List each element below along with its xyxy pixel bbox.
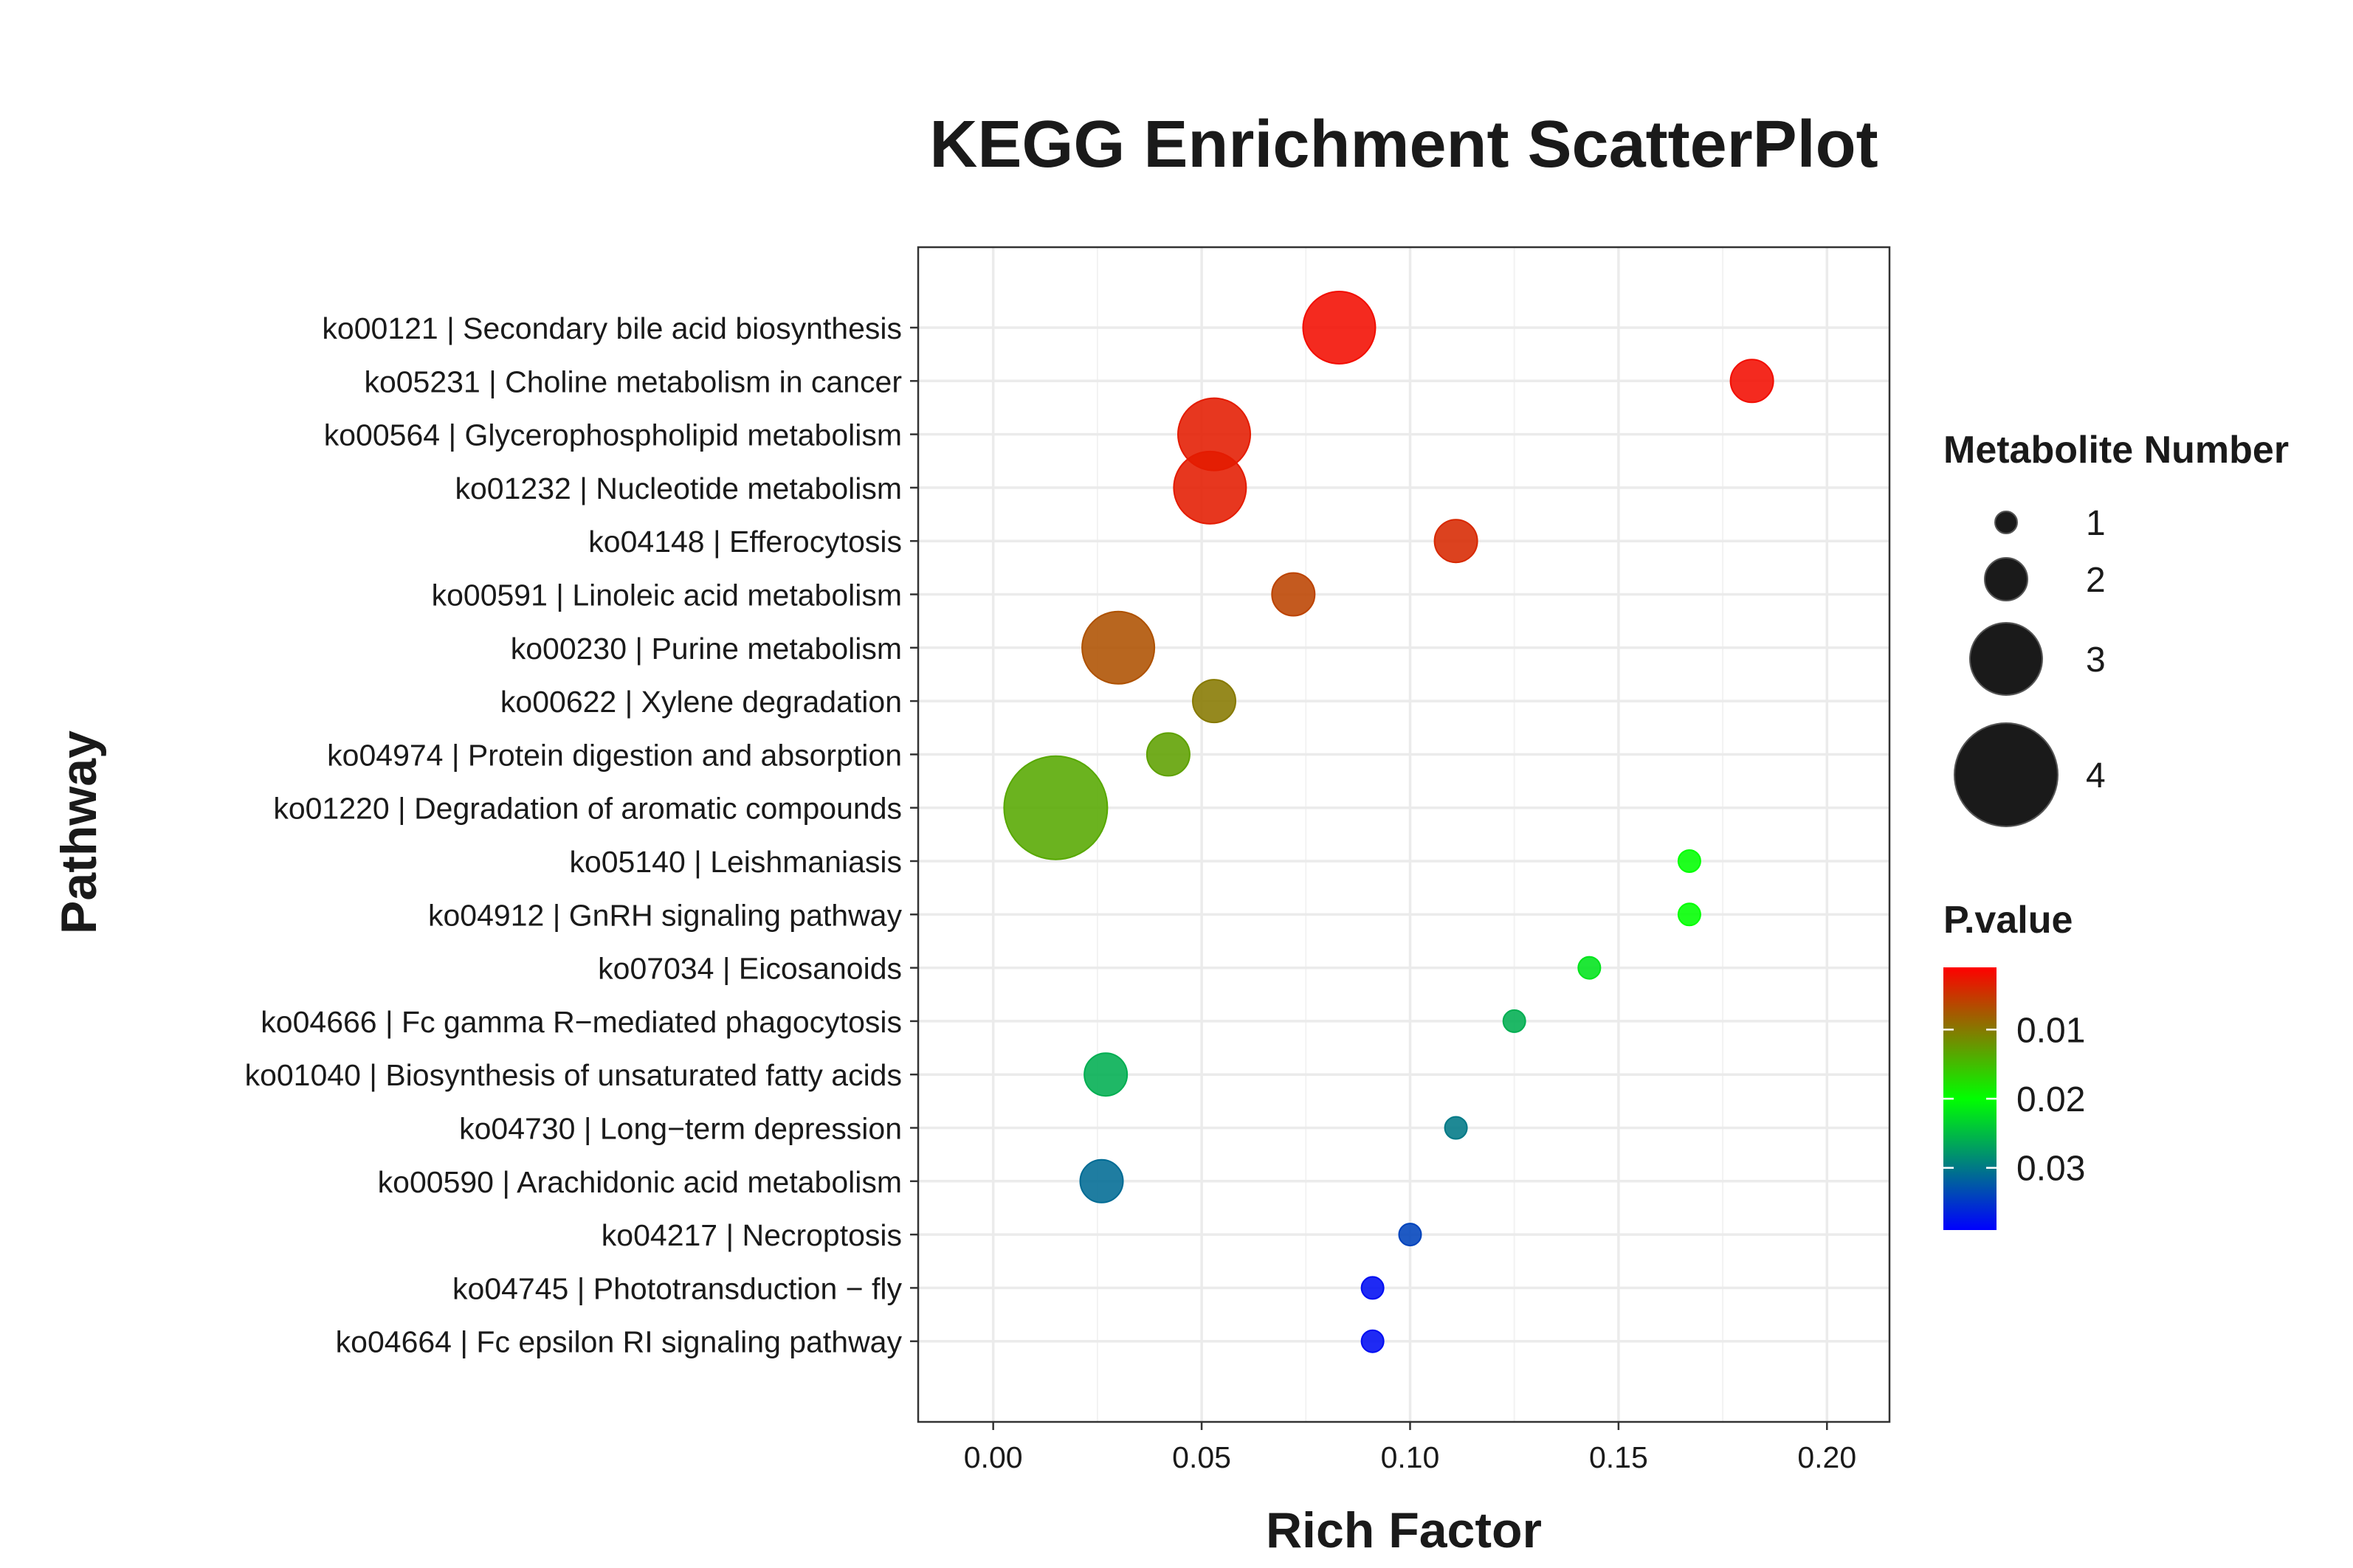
y-tick-label: ko04666 | Fc gamma R−mediated phagocytos… xyxy=(261,1005,902,1039)
x-tick-label: 0.10 xyxy=(1381,1440,1440,1474)
data-point xyxy=(1173,450,1247,525)
color-legend-label: 0.01 xyxy=(2016,1011,2085,1050)
y-tick-label: ko00622 | Xylene degradation xyxy=(500,685,902,719)
data-point xyxy=(1444,1116,1468,1140)
size-legend-label: 1 xyxy=(2086,504,2106,543)
data-points xyxy=(1003,291,1774,1353)
y-tick-label: ko04974 | Protein digestion and absorpti… xyxy=(327,738,902,772)
data-point xyxy=(1146,732,1191,777)
x-tick-label: 0.15 xyxy=(1589,1440,1648,1474)
y-tick-label: ko00230 | Purine metabolism xyxy=(511,632,902,666)
size-legend: Metabolite Number 1 2 3 4 xyxy=(1943,429,2289,827)
data-point xyxy=(1360,1276,1385,1300)
y-tick-label: ko00121 | Secondary bile acid biosynthes… xyxy=(322,311,902,345)
x-tick-label: 0.05 xyxy=(1172,1440,1231,1474)
size-legend-key xyxy=(1994,511,2018,534)
data-point xyxy=(1677,902,1701,927)
y-axis-title: Pathway xyxy=(51,731,107,934)
y-tick-label: ko04745 | Phototransduction − fly xyxy=(452,1271,902,1305)
y-tick-label: ko00564 | Glycerophospholipid metabolism xyxy=(324,418,902,452)
y-axis: ko00121 | Secondary bile acid biosynthes… xyxy=(245,311,918,1359)
y-tick-label: ko00591 | Linoleic acid metabolism xyxy=(432,578,902,612)
data-point xyxy=(1079,1158,1124,1203)
data-point xyxy=(1003,755,1109,860)
color-legend-label: 0.03 xyxy=(2016,1150,2085,1189)
size-legend-key xyxy=(1954,722,2059,827)
y-tick-label: ko05231 | Choline metabolism in cancer xyxy=(364,365,902,398)
data-point xyxy=(1729,359,1774,404)
y-tick-label: ko04664 | Fc epsilon RI signaling pathwa… xyxy=(336,1325,903,1359)
data-point xyxy=(1360,1329,1385,1353)
size-legend-label: 2 xyxy=(2086,561,2106,600)
y-tick-label: ko04148 | Efferocytosis xyxy=(588,525,902,559)
y-tick-label: ko01232 | Nucleotide metabolism xyxy=(455,472,903,505)
x-tick-label: 0.20 xyxy=(1797,1440,1856,1474)
y-tick-label: ko00590 | Arachidonic acid metabolism xyxy=(378,1165,902,1199)
size-legend-key xyxy=(1984,557,2028,601)
size-legend-key xyxy=(1969,622,2043,696)
y-tick-label: ko04912 | GnRH signaling pathway xyxy=(428,898,902,932)
color-legend-label: 0.02 xyxy=(2016,1080,2085,1119)
data-point xyxy=(1192,679,1237,724)
size-legend-label: 3 xyxy=(2086,640,2106,680)
color-legend: P.value 0.01 0.02 0.03 xyxy=(1943,899,2085,1230)
y-tick-label: ko01040 | Biosynthesis of unsaturated fa… xyxy=(245,1058,902,1092)
y-tick-label: ko01220 | Degradation of aromatic compou… xyxy=(273,792,902,826)
data-point xyxy=(1084,1052,1129,1097)
data-point xyxy=(1271,572,1316,617)
x-tick-label: 0.00 xyxy=(964,1440,1023,1474)
size-legend-label: 4 xyxy=(2086,756,2106,795)
y-tick-label: ko05140 | Leishmaniasis xyxy=(569,845,902,879)
size-legend-title: Metabolite Number xyxy=(1943,429,2289,472)
data-point xyxy=(1398,1223,1422,1247)
data-point xyxy=(1577,956,1602,980)
x-axis: 0.00 0.05 0.10 0.15 0.20 xyxy=(964,1422,1856,1474)
data-point xyxy=(1302,291,1377,365)
color-legend-title: P.value xyxy=(1943,899,2073,942)
plot-border xyxy=(917,246,1891,1423)
data-point xyxy=(1502,1009,1526,1033)
data-point xyxy=(1433,519,1478,564)
x-axis-title: Rich Factor xyxy=(1266,1502,1542,1558)
y-tick-label: ko04217 | Necroptosis xyxy=(602,1218,902,1252)
y-tick-label: ko04730 | Long−term depression xyxy=(459,1112,902,1146)
y-tick-label: ko07034 | Eicosanoids xyxy=(598,952,902,986)
data-point xyxy=(1677,849,1701,873)
data-point xyxy=(1081,610,1156,685)
chart-title: KEGG Enrichment ScatterPlot xyxy=(929,108,1878,182)
